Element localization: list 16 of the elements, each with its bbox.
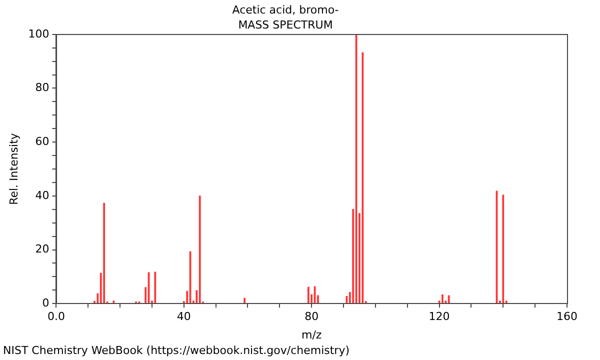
- chart-title: Acetic acid, bromo-: [232, 3, 339, 16]
- x-tick-label: 40: [176, 310, 191, 324]
- y-tick-label: 60: [35, 134, 50, 148]
- text: NIST Chemistry WebBook (https://webbook.nist.gov/chemistry): [3, 344, 350, 357]
- y-tick-label: 100: [28, 27, 50, 40]
- y-tick-label: 80: [35, 81, 50, 94]
- x-tick-label: 120: [428, 310, 450, 324]
- x-tick-label: 0.0: [47, 310, 65, 324]
- y-axis-title: Rel. Intensity: [7, 132, 20, 205]
- y-tick-label: 40: [35, 188, 50, 202]
- y-tick-label: 0: [42, 296, 50, 310]
- x-tick-label: 160: [556, 310, 578, 324]
- y-tick-label: 20: [35, 242, 50, 256]
- chart-subtitle: MASS SPECTRUM: [238, 18, 333, 32]
- x-tick-label: 80: [304, 310, 319, 324]
- x-axis-title: m/z: [301, 328, 322, 342]
